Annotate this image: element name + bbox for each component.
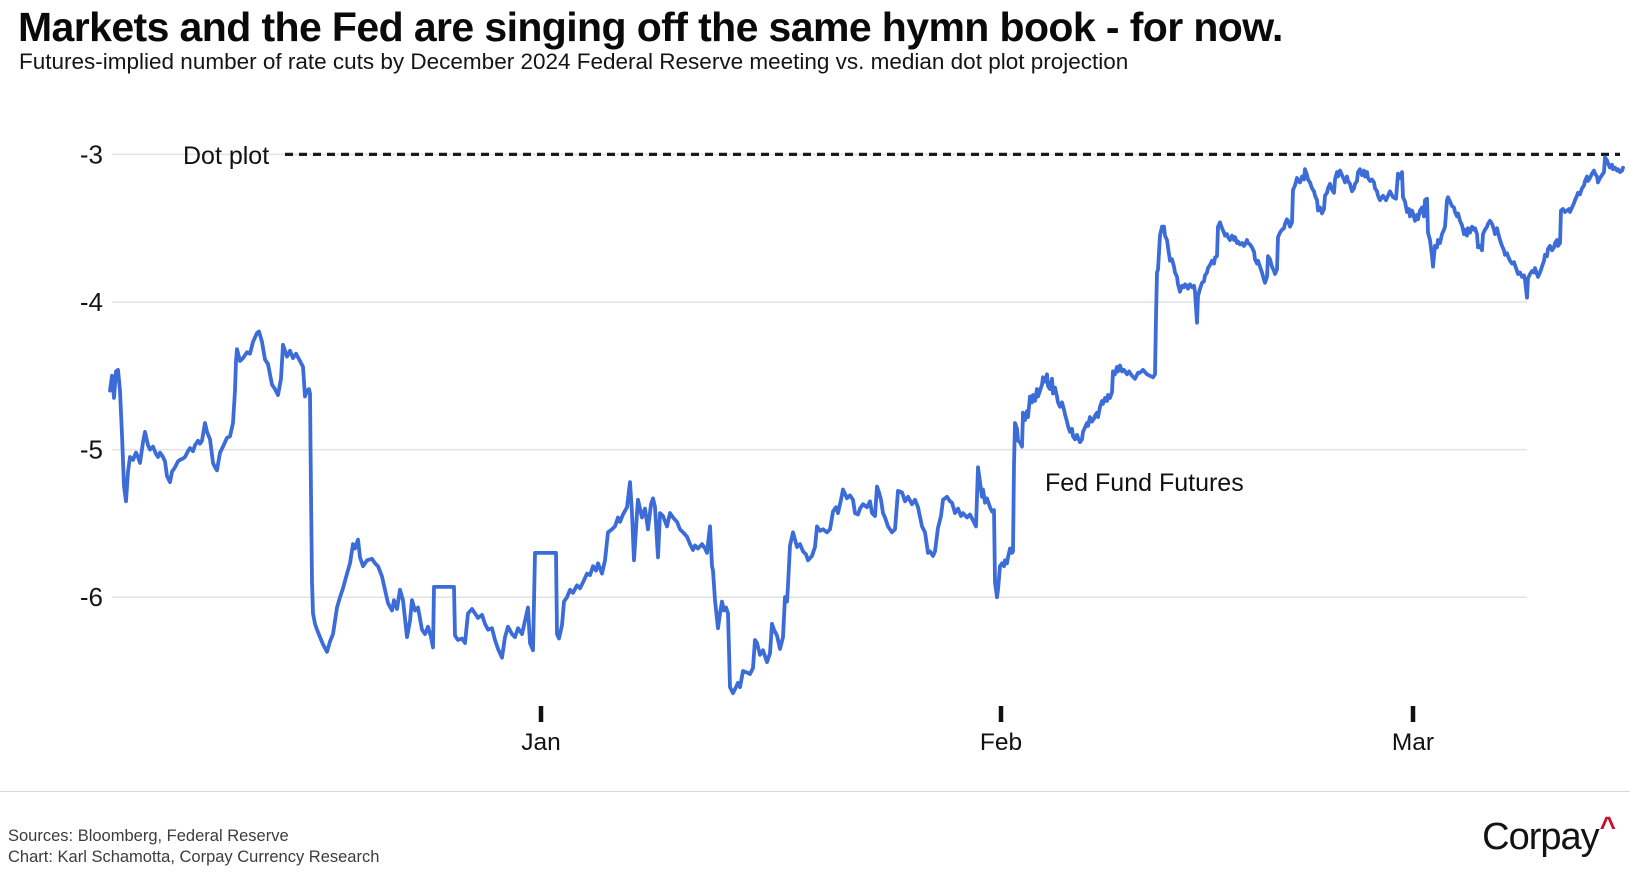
- y-axis-label--4: -4: [80, 287, 103, 317]
- chart-subtitle: Futures-implied number of rate cuts by D…: [19, 49, 1129, 74]
- dot-plot-annotation: Dot plot: [183, 142, 269, 170]
- x-axis-label-feb: Feb: [980, 729, 1022, 756]
- chart-credit-line: Chart: Karl Schamotta, Corpay Currency R…: [8, 848, 380, 866]
- x-axis-label-mar: Mar: [1392, 729, 1434, 756]
- y-axis-label--5: -5: [80, 435, 103, 465]
- fed-fund-futures-annotation: Fed Fund Futures: [1045, 469, 1244, 497]
- rate-cuts-line-chart: -3 -4 -5 -6 Jan Feb Mar Dot plot Fed Fund Future…: [80, 139, 1625, 756]
- y-axis-label--6: -6: [80, 582, 103, 612]
- corpay-logo-text: Corpay: [1482, 816, 1599, 858]
- x-axis-label-jan: Jan: [521, 729, 561, 756]
- y-axis-label--3: -3: [80, 139, 103, 169]
- chart-title: Markets and the Fed are singing off the …: [18, 4, 1283, 50]
- source-line: Sources: Bloomberg, Federal Reserve: [8, 827, 289, 845]
- fed-fund-futures-line: [108, 155, 1625, 695]
- corpay-logo: Corpay^: [1482, 811, 1616, 859]
- corpay-caret-icon: ^: [1599, 811, 1616, 842]
- footer-sources: Sources: Bloomberg, Federal Reserve Char…: [8, 826, 379, 868]
- footer-divider: [0, 791, 1630, 792]
